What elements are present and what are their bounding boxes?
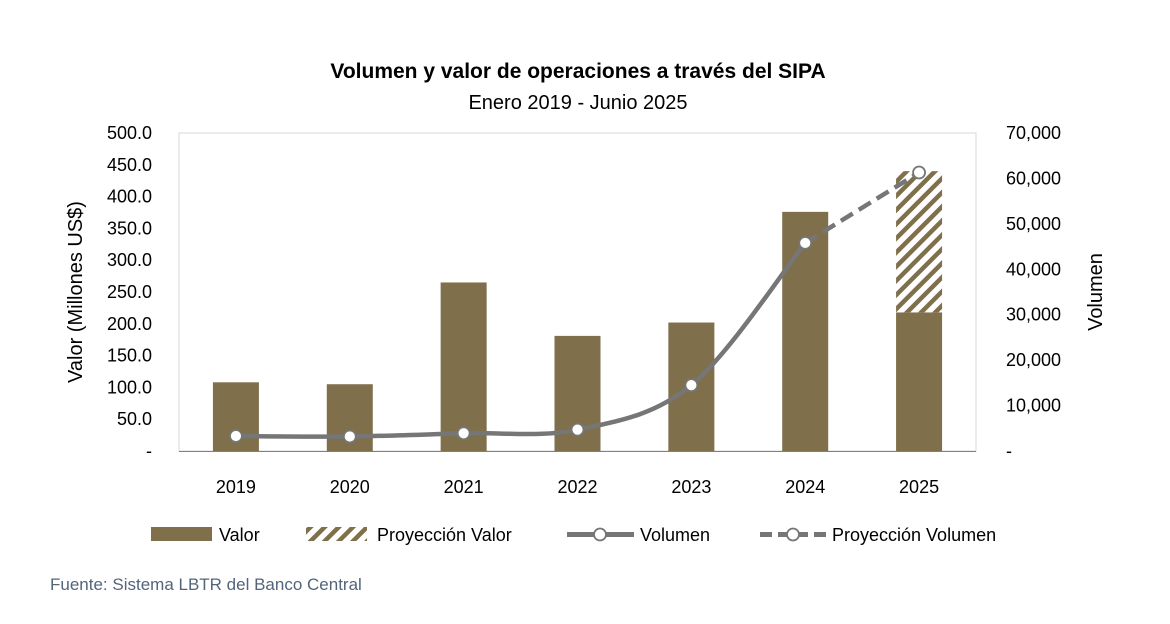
point-volumen-2022 (570, 422, 585, 437)
bar-valor-2024 (782, 211, 829, 451)
y-tick-label: 500.0 (107, 123, 152, 143)
legend-swatch-proyeccion-volumen (760, 527, 826, 542)
point-volumen-2020 (342, 429, 357, 444)
point-volumen-2019 (229, 429, 243, 443)
y2-tick-label: 60,000 (1006, 168, 1061, 188)
point-proyeccion-volumen-2025 (912, 165, 926, 180)
line-proyeccion-volumen (804, 170, 921, 245)
y-tick-label: 50.0 (117, 409, 152, 429)
y2-tick-label: 30,000 (1006, 305, 1061, 325)
bar-proyeccion-valor-2025 (896, 171, 943, 313)
legend: Valor Proyección Valor Volumen Proyecció… (151, 525, 996, 545)
legend-swatch-valor (151, 527, 212, 541)
y-tick-label: 150.0 (107, 346, 152, 366)
x-tick-label: 2019 (216, 477, 256, 497)
legend-label-valor: Valor (219, 525, 260, 545)
y-axis-title: Valor (Millones US$) (65, 201, 87, 383)
y2-tick-label: 40,000 (1006, 259, 1061, 279)
y2-axis-title: Volumen (1085, 253, 1107, 331)
point-volumen-2023 (684, 378, 699, 393)
line-volumen (235, 241, 807, 439)
x-tick-label: 2020 (330, 477, 370, 497)
source-note: Fuente: Sistema LBTR del Banco Central (50, 575, 362, 594)
legend-swatch-volumen (567, 527, 634, 542)
y2-tick-label: 20,000 (1006, 350, 1061, 370)
y-tick-label: 350.0 (107, 218, 152, 238)
y2-tick-label: - (1006, 441, 1012, 461)
x-tick-label: 2022 (557, 477, 597, 497)
point-volumen-2024 (798, 236, 813, 250)
x-tick-label: 2021 (444, 477, 484, 497)
legend-label-volumen: Volumen (640, 525, 710, 545)
bar-valor-2025 (896, 312, 943, 451)
chart-subtitle: Enero 2019 - Junio 2025 (468, 92, 687, 114)
y-tick-label: 100.0 (107, 377, 152, 397)
legend-label-proyeccion-volumen: Proyección Volumen (832, 525, 996, 545)
x-tick-label: 2024 (785, 477, 825, 497)
legend-swatch-proyeccion-valor (306, 527, 367, 541)
bar-valor-2021 (440, 282, 487, 451)
y2-tick-label: 70,000 (1006, 123, 1061, 143)
chart-title: Volumen y valor de operaciones a través … (330, 60, 825, 83)
legend-label-proyeccion-valor: Proyección Valor (377, 525, 512, 545)
x-tick-label: 2025 (899, 477, 939, 497)
x-tick-label: 2023 (671, 477, 711, 497)
point-volumen-2021 (456, 426, 471, 441)
y-tick-label: 250.0 (107, 282, 152, 302)
y2-tick-label: 10,000 (1006, 396, 1061, 416)
y-tick-label: 450.0 (107, 155, 152, 175)
y-tick-label: 400.0 (107, 187, 152, 207)
y2-tick-label: 50,000 (1006, 214, 1061, 234)
y-tick-label: - (146, 441, 152, 461)
y-tick-label: 200.0 (107, 314, 152, 334)
y-tick-label: 300.0 (107, 250, 152, 270)
